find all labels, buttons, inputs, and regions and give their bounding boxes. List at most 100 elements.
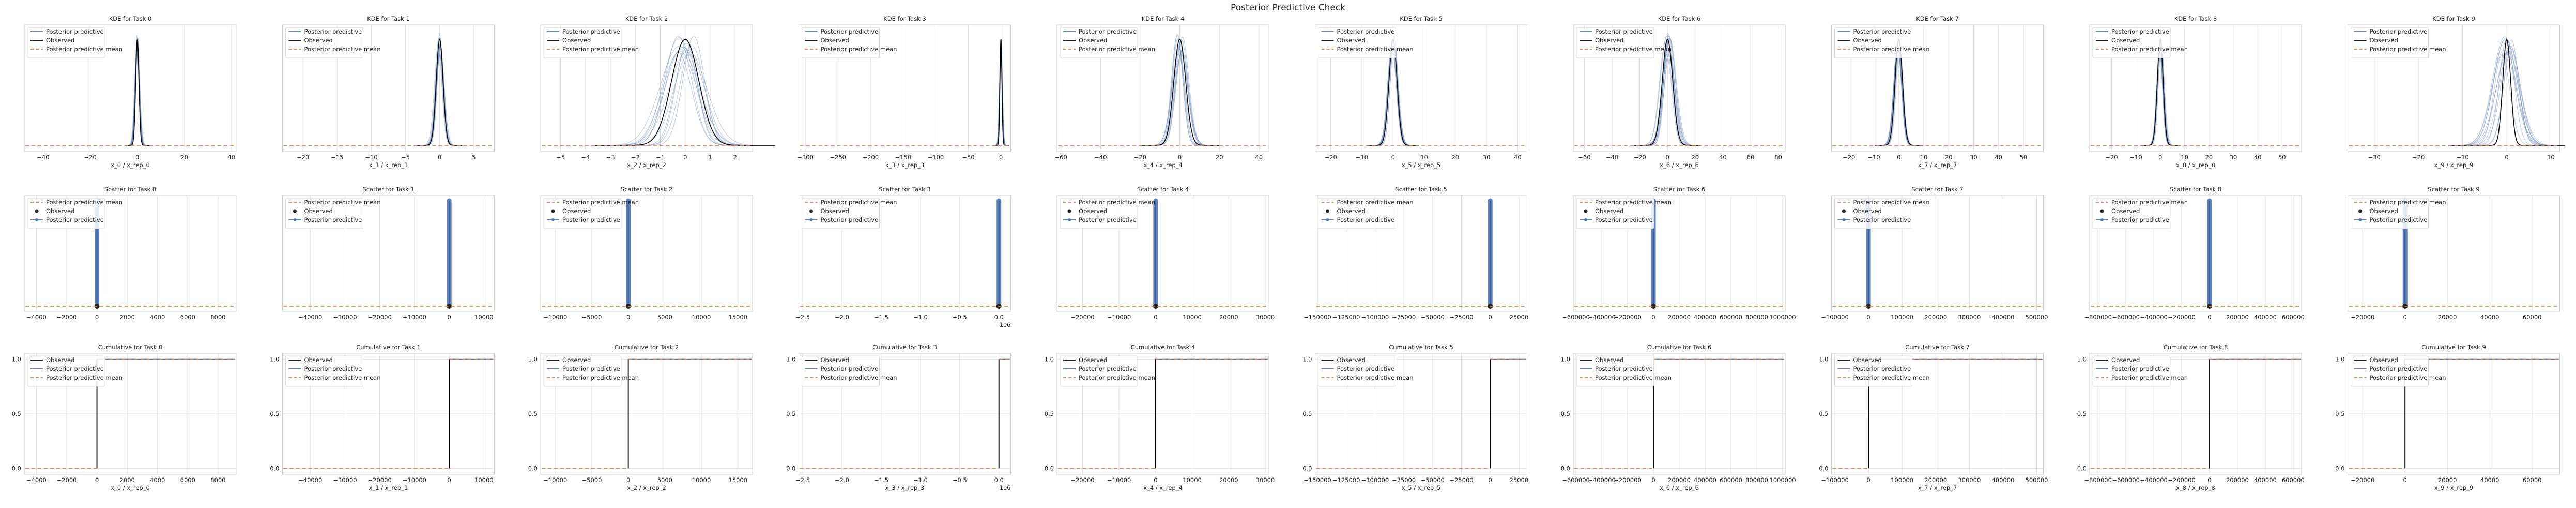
x-tick-label: 0: [1651, 313, 1655, 321]
x-tick-label: 5000: [657, 313, 672, 321]
x-tick-label: 0: [2505, 154, 2508, 161]
x-tick-label: 8000: [210, 313, 225, 321]
x-tick-label: 0: [1489, 476, 1492, 484]
cumulative-panel-task-1: −40000 −30000 −20000 −10000 0 10000 0.0 0.5 1.0 C…: [270, 343, 495, 491]
legend-marker: [2100, 209, 2104, 213]
x-tick-label: −30: [2368, 154, 2381, 161]
x-axis-label: x_9 / x_rep_9: [2434, 484, 2474, 491]
subplot-title: Scatter for Task 2: [621, 186, 672, 193]
x-tick-label: 0: [1666, 154, 1669, 161]
x-tick-label: 0: [2207, 313, 2211, 321]
legend-entry: Observed: [1079, 37, 1107, 44]
x-tick-label: −20: [297, 154, 309, 161]
x-tick-label: −10: [1867, 154, 1880, 161]
x-tick-label: −30000: [333, 476, 357, 484]
legend-entry: Posterior predictive: [1337, 216, 1395, 223]
legend-box: [2351, 27, 2429, 58]
legend-box: [2092, 198, 2171, 229]
x-tick-label: −25000: [1449, 313, 1473, 321]
legend-entry: Posterior predictive mean: [2370, 46, 2446, 53]
x-tick-label: 400000: [2254, 313, 2277, 321]
x-tick-label: −3: [606, 154, 615, 161]
legend-marker: [551, 218, 555, 221]
x-axis-label: x_1 / x_rep_1: [369, 484, 408, 491]
observed-point: [1153, 304, 1158, 309]
legend-entry: Posterior predictive mean: [46, 46, 122, 53]
legend-entry: Observed: [2370, 356, 2398, 364]
subplot-title: KDE for Task 9: [2432, 15, 2475, 22]
legend-entry: Observed: [304, 356, 333, 364]
x-tick-label: 0: [447, 313, 451, 321]
x-tick-label: 30: [1483, 154, 1491, 161]
x-tick-label: −5000: [582, 476, 602, 484]
x-tick-label: 15000: [728, 313, 747, 321]
x-tick-label: −25000: [1449, 476, 1473, 484]
x-tick-label: 15000: [728, 476, 747, 484]
legend-entry: Posterior predictive mean: [2111, 46, 2188, 53]
x-tick-label: −10000: [543, 476, 567, 484]
legend-entry: Posterior predictive mean: [1595, 199, 1672, 206]
subplot-title: Cumulative for Task 6: [1647, 343, 1712, 351]
legend-entry: Observed: [1337, 356, 1366, 364]
legend-entry: Posterior predictive: [1853, 216, 1911, 223]
x-tick-label: −600000: [1562, 313, 1590, 321]
x-tick-label: 0: [135, 154, 139, 161]
x-tick-label: −250: [830, 154, 846, 161]
x-tick-label: −40: [37, 154, 49, 161]
x-tick-label: 25000: [1510, 476, 1529, 484]
legend-entry: Posterior predictive: [1595, 216, 1653, 223]
x-tick-label: −20000: [1070, 476, 1094, 484]
x-tick-label: 40000: [2480, 313, 2500, 321]
x-tick-label: 10: [1920, 154, 1928, 161]
x-tick-label: 0: [2403, 476, 2407, 484]
legend-entry: Posterior predictive: [46, 28, 104, 35]
legend-entry: Posterior predictive mean: [562, 199, 639, 206]
y-tick-label: 0.0: [2335, 465, 2344, 472]
x-tick-label: −600000: [2112, 313, 2140, 321]
x-tick-label: −20000: [1070, 313, 1094, 321]
x-tick-label: 40: [1719, 154, 1727, 161]
y-tick-label: 0.5: [270, 410, 279, 417]
x-tick-label: 0: [626, 313, 630, 321]
y-tick-label: 0.0: [270, 465, 279, 472]
legend-box: [1834, 355, 1912, 387]
x-axis-label: x_7 / x_rep_7: [1918, 161, 1957, 169]
y-tick-label: 0.5: [528, 410, 538, 417]
x-tick-label: 800000: [1745, 476, 1768, 484]
x-tick-label: 0: [95, 476, 99, 484]
x-tick-label: −20000: [2351, 476, 2374, 484]
x-tick-label: 200000: [1924, 476, 1947, 484]
x-offset-label: 1e6: [1000, 321, 1011, 328]
x-tick-label: 0: [2207, 476, 2211, 484]
legend-entry: Posterior predictive mean: [821, 374, 897, 381]
x-tick-label: −1.0: [913, 476, 928, 484]
subplot-title: Cumulative for Task 1: [356, 343, 421, 351]
x-tick-label: 0: [2403, 313, 2407, 321]
legend-marker: [1326, 209, 1329, 213]
legend-entry: Posterior predictive: [2111, 365, 2169, 372]
y-tick-label: 1.0: [786, 356, 795, 363]
legend-box: [1834, 198, 1912, 229]
legend-box: [2092, 27, 2171, 58]
legend-entry: Posterior predictive: [1079, 216, 1137, 223]
legend-box: [2351, 198, 2429, 229]
x-tick-label: 400000: [1694, 476, 1716, 484]
x-tick-label: 0: [1154, 476, 1157, 484]
cumulative-panel-task-0: −4000 −2000 0 2000 4000 6000 8000 0.0 0.5 1.0 Cumu…: [12, 343, 237, 491]
x-tick-label: −125000: [1332, 313, 1360, 321]
legend-entry: Posterior predictive: [1337, 365, 1395, 372]
x-tick-label: 50: [2020, 154, 2028, 161]
x-tick-label: 20000: [1219, 476, 1238, 484]
x-tick-label: 400000: [1991, 313, 2014, 321]
kde-panel-task-4: −60 −40 −20 0 20 40 KDE for Task 4 x_4 / x_rep_…: [1055, 15, 1269, 169]
x-tick-label: 20: [1216, 154, 1223, 161]
x-tick-label: 10000: [474, 313, 494, 321]
cumulative-panel-task-6: −600000−400000−200000 0 200000 400000 600000…: [1561, 343, 1796, 491]
subplot-title: KDE for Task 0: [109, 15, 152, 22]
x-tick-label: 60: [1747, 154, 1755, 161]
legend-marker: [2358, 218, 2362, 221]
x-tick-label: 20000: [2438, 313, 2457, 321]
cumulative-panel-task-2: −10000 −5000 0 5000 10000 15000 0.0 0.5 1.0 Cumul…: [528, 343, 753, 491]
legend-entry: Observed: [562, 207, 591, 215]
